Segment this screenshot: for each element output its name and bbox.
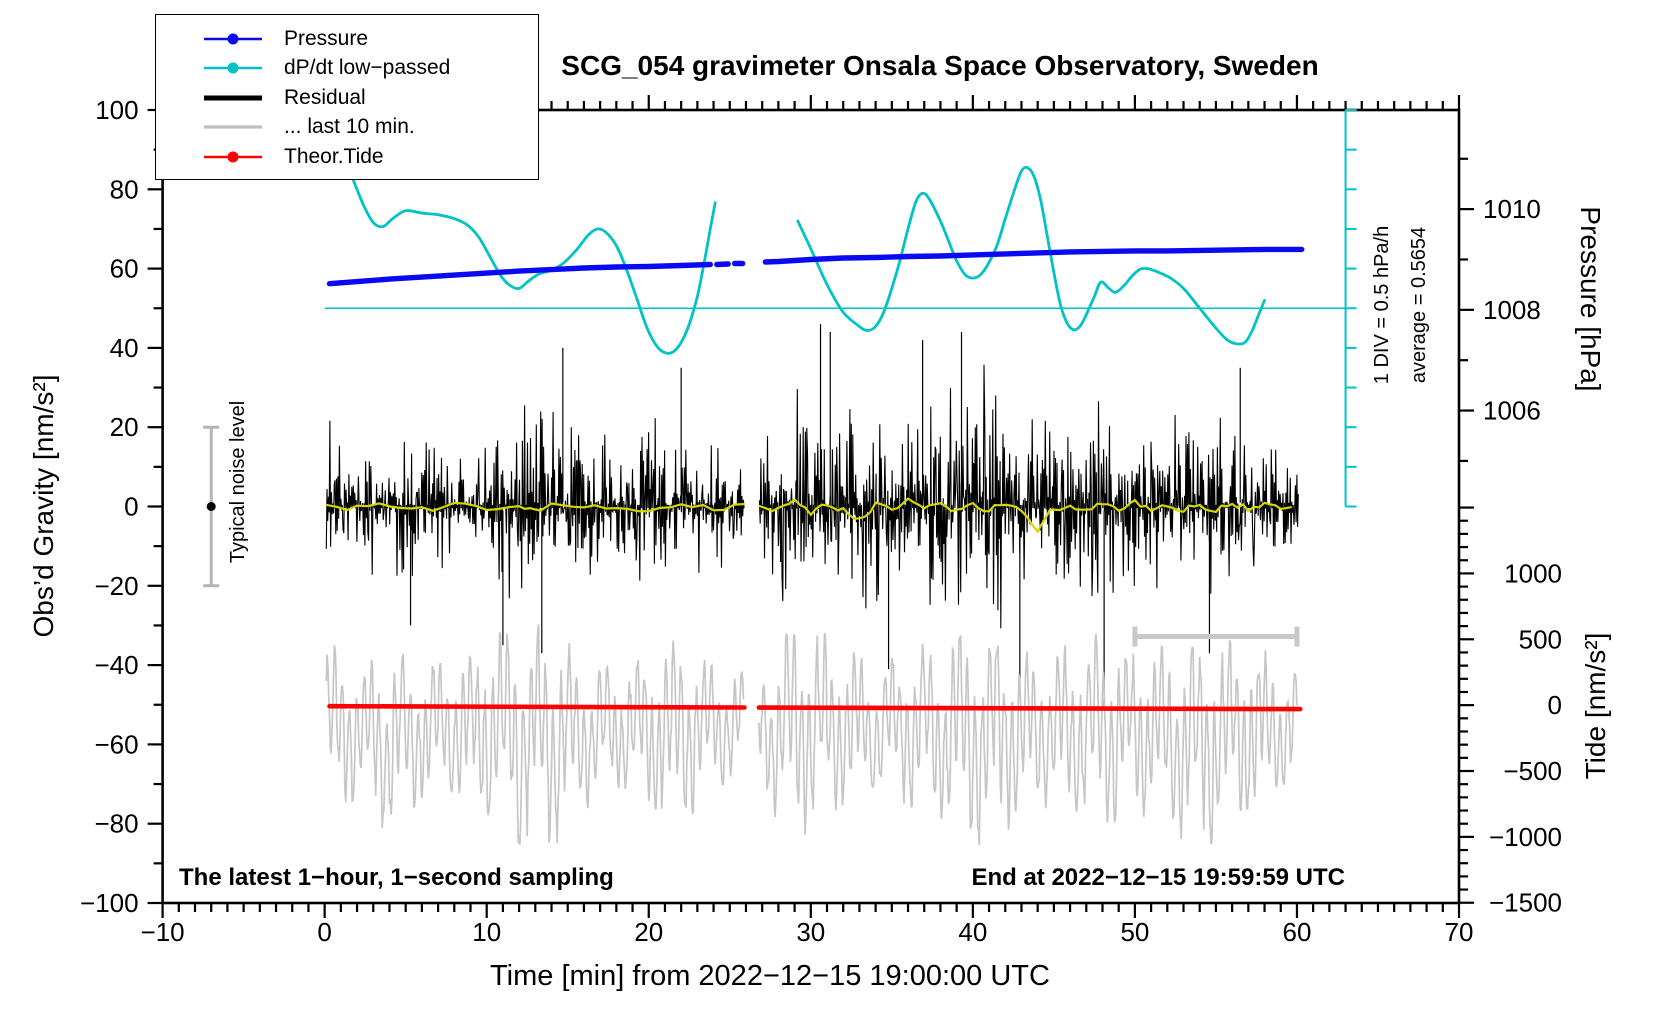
residual-smoothed-series bbox=[326, 501, 745, 513]
gravity-tick-label: −40 bbox=[94, 650, 138, 680]
noise-level-label: Typical noise level bbox=[226, 400, 249, 564]
legend-label: Residual bbox=[284, 85, 366, 109]
tide-tick-label: −1500 bbox=[1489, 888, 1562, 918]
tide-tick-label: 500 bbox=[1519, 624, 1562, 654]
gravity-tick-label: 40 bbox=[110, 333, 139, 363]
theor-tide-series bbox=[756, 705, 1303, 712]
gravity-tick-label: 20 bbox=[110, 412, 139, 442]
div-scale-label: 1 DIV = 0.5 hPa/h bbox=[1370, 225, 1393, 385]
gravity-tick-label: −100 bbox=[80, 888, 139, 918]
pressure-tick-label: 1008 bbox=[1483, 295, 1541, 325]
end-time-note: End at 2022−12−15 19:59:59 UTC bbox=[971, 864, 1345, 891]
legend-swatch-dot bbox=[227, 62, 239, 74]
residual-series bbox=[325, 364, 1299, 629]
last10-line-icon bbox=[204, 125, 262, 129]
pressure-series bbox=[762, 246, 1305, 265]
legend-label: ... last 10 min. bbox=[284, 115, 415, 139]
chart-title: SCG_054 gravimeter Onsala Space Observat… bbox=[561, 50, 1319, 81]
x-tick-label: 20 bbox=[634, 917, 663, 947]
x-tick-label: 60 bbox=[1282, 917, 1311, 947]
gravity-tick-label: 0 bbox=[124, 492, 138, 522]
x-tick-label: 10 bbox=[472, 917, 501, 947]
theor-tide-line-icon bbox=[204, 151, 262, 163]
legend-swatch-dot bbox=[227, 33, 239, 45]
last10-series bbox=[325, 624, 1298, 846]
y-axis-label-gravity: Obs’d Gravity [nm/s²] bbox=[28, 374, 59, 638]
pressure-series bbox=[326, 261, 713, 287]
tide-tick-label: −1000 bbox=[1489, 822, 1562, 852]
gravity-tick-label: −60 bbox=[94, 729, 138, 759]
residual-line-icon bbox=[204, 95, 262, 101]
x-tick-label: 40 bbox=[958, 917, 987, 947]
x-axis-label: Time [min] from 2022−12−15 19:00:00 UTC bbox=[490, 960, 1050, 992]
legend-label: dP/dt low−passed bbox=[284, 56, 451, 80]
legend-item-pressure: Pressure bbox=[156, 24, 538, 54]
legend-box: Pressure dP/dt low−passed Residual ... l… bbox=[155, 14, 539, 180]
tide-tick-label: −500 bbox=[1503, 756, 1562, 786]
legend-item-theor-tide: Theor.Tide bbox=[156, 142, 538, 172]
pressure-line-icon bbox=[204, 33, 262, 45]
legend-label: Pressure bbox=[284, 26, 369, 50]
dpdt-line-icon bbox=[204, 62, 262, 74]
x-tick-label: 0 bbox=[317, 917, 331, 947]
pressure-tick-label: 1010 bbox=[1483, 194, 1541, 224]
legend-swatch-dot bbox=[227, 151, 239, 163]
gravity-tick-label: 100 bbox=[95, 95, 138, 125]
noise-bar-dot bbox=[206, 502, 216, 511]
x-tick-label: 50 bbox=[1120, 917, 1149, 947]
residual-smoothed-series bbox=[758, 497, 1292, 534]
legend-item-last10: ... last 10 min. bbox=[156, 113, 538, 143]
x-tick-label: 30 bbox=[796, 917, 825, 947]
theor-tide-series bbox=[327, 703, 747, 710]
gravity-tick-label: 60 bbox=[110, 254, 139, 284]
gravity-tick-label: 80 bbox=[110, 174, 139, 204]
legend-item-dpdt: dP/dt low−passed bbox=[156, 54, 538, 84]
gravity-tick-label: −20 bbox=[94, 571, 138, 601]
x-tick-label: −10 bbox=[141, 917, 185, 947]
x-tick-label: 70 bbox=[1445, 917, 1474, 947]
gravity-tick-label: −80 bbox=[94, 809, 138, 839]
pressure-series bbox=[714, 261, 731, 268]
sampling-note: The latest 1−hour, 1−second sampling bbox=[179, 864, 614, 891]
legend-item-residual: Residual bbox=[156, 83, 538, 113]
plot-frame bbox=[161, 108, 1461, 905]
y-axis-label-pressure: Pressure [hPa] bbox=[1575, 206, 1606, 392]
y-axis-label-tide: Tide [nm/s²] bbox=[1580, 632, 1611, 780]
average-label: average = 0.5654 bbox=[1407, 226, 1430, 384]
legend-label: Theor.Tide bbox=[284, 144, 384, 168]
tide-tick-label: 0 bbox=[1548, 690, 1562, 720]
tide-tick-label: 1000 bbox=[1504, 558, 1562, 588]
pressure-tick-label: 1006 bbox=[1483, 396, 1541, 426]
dpdt-series bbox=[796, 165, 1266, 346]
